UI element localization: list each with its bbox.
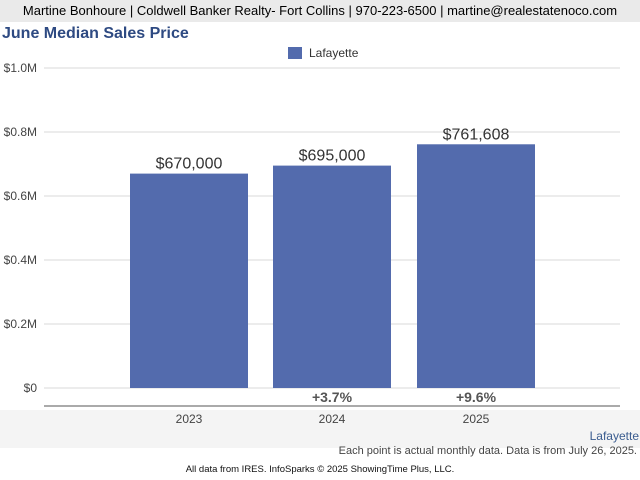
contact-header: Martine Bonhoure | Coldwell Banker Realt…	[0, 0, 640, 22]
bar-value-label: $670,000	[156, 156, 223, 173]
series-footer-label[interactable]: Lafayette	[589, 429, 639, 443]
y-tick-label: $0.4M	[4, 253, 37, 267]
x-tick-label: 2025	[463, 412, 490, 426]
x-tick-label: 2023	[176, 412, 203, 426]
y-tick-label: $0.8M	[4, 125, 37, 139]
x-tick-label: 2024	[319, 412, 346, 426]
chart-legend[interactable]: Lafayette	[288, 46, 358, 60]
footer-background	[0, 410, 640, 448]
change-label: +9.6%	[456, 389, 497, 405]
data-note: Each point is actual monthly data. Data …	[338, 445, 637, 457]
bar[interactable]	[417, 144, 535, 388]
y-tick-label: $0	[24, 381, 38, 395]
bar-value-label: $761,608	[443, 126, 510, 143]
y-tick-label: $0.6M	[4, 189, 37, 203]
y-tick-label: $1.0M	[4, 61, 37, 75]
legend-label: Lafayette	[309, 46, 359, 60]
bar[interactable]	[130, 173, 248, 388]
data-credit: All data from IRES. InfoSparks © 2025 Sh…	[185, 464, 455, 475]
legend-swatch	[288, 47, 302, 59]
chart-title: June Median Sales Price	[2, 25, 189, 42]
bar[interactable]	[273, 165, 391, 388]
change-label: +3.7%	[312, 389, 353, 405]
y-tick-label: $0.2M	[4, 317, 37, 331]
bar-value-label: $695,000	[299, 148, 366, 165]
